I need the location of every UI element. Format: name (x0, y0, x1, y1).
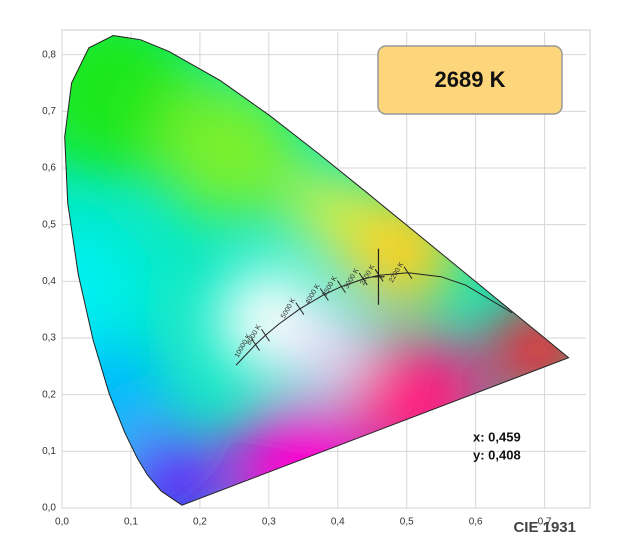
y-tick-label: 0,8 (42, 49, 56, 60)
y-tick-label: 0,3 (42, 333, 56, 344)
spectral-locus (64, 34, 570, 506)
isotherm-tick (337, 280, 346, 293)
cct-badge (377, 45, 563, 115)
y-tick-label: 0,7 (42, 106, 56, 117)
x-tick-label: 0,7 (538, 517, 552, 528)
x-tick-label: 0,3 (262, 517, 276, 528)
isotherm-tick (358, 272, 368, 286)
x-tick-label: 0,4 (331, 517, 345, 528)
x-tick-label: 0,1 (124, 517, 138, 528)
x-tick-label: 0,5 (400, 517, 414, 528)
cct-value: 2689 K (435, 67, 506, 92)
y-tick-label: 0,4 (42, 276, 56, 287)
x-tick-label: 0,2 (193, 517, 207, 528)
y-tick-label: 0,5 (42, 219, 56, 230)
isotherm-tick (403, 266, 413, 279)
x-tick-label: 0,0 (55, 517, 69, 528)
y-coordinate: y: 0,408 (473, 447, 521, 462)
y-tick-label: 0,0 (42, 503, 56, 514)
x-tick-label: 0,6 (469, 517, 483, 528)
isotherm-tick (261, 329, 270, 342)
y-tick-label: 0,6 (42, 163, 56, 174)
y-tick-label: 0,1 (42, 446, 56, 457)
x-coordinate: x: 0,459 (473, 429, 521, 444)
measured-point (372, 248, 385, 305)
y-tick-label: 0,2 (42, 389, 56, 400)
isotherm-tick (295, 302, 305, 316)
isotherm-tick (251, 338, 260, 351)
isotherm-tick (319, 288, 329, 301)
caption: CIE 1931 (513, 519, 576, 536)
isotherm-tick (374, 269, 384, 282)
